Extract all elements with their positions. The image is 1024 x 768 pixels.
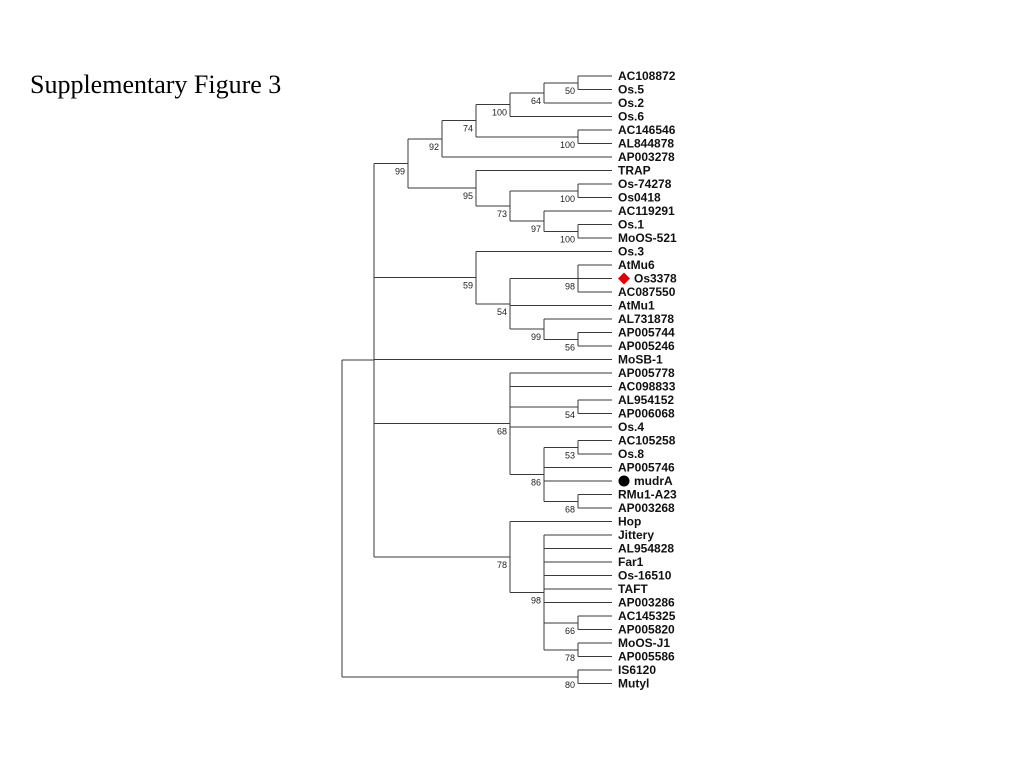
leaf-label: TRAP (618, 164, 651, 178)
leaf-label: AL844878 (618, 137, 674, 151)
leaf-label: Hop (618, 515, 641, 529)
bootstrap-value: 86 (531, 477, 541, 487)
leaf-label: AP005586 (618, 650, 675, 664)
leaf-label: AC146546 (618, 123, 676, 137)
leaf-label: AP005744 (618, 326, 675, 340)
leaf-label: TAFT (618, 582, 648, 596)
leaf-label: AC087550 (618, 285, 676, 299)
highlight-diamond-icon (618, 272, 630, 285)
leaf-label: AL731878 (618, 312, 674, 326)
bootstrap-value: 80 (565, 680, 575, 690)
leaf-label: Mutyl (618, 677, 649, 691)
leaf-label: AC119291 (618, 204, 675, 218)
slide-title: Supplementary Figure 3 (30, 70, 282, 99)
bootstrap-value: 53 (565, 450, 575, 460)
leaf-label: AP005246 (618, 339, 675, 353)
bootstrap-value: 99 (531, 332, 541, 342)
leaf-label: Os.3 (618, 245, 644, 259)
bootstrap-value: 98 (531, 595, 541, 605)
leaf-label: AP003286 (618, 596, 675, 610)
leaf-label: AtMu6 (618, 258, 655, 272)
bootstrap-value: 64 (531, 96, 541, 106)
leaf-label: AC108872 (618, 69, 676, 83)
bootstrap-value: 73 (497, 209, 507, 219)
highlight-circle-icon (618, 475, 630, 487)
bootstrap-value: 100 (560, 140, 575, 150)
bootstrap-value: 95 (463, 191, 473, 201)
leaf-label: mudrA (634, 474, 673, 488)
bootstrap-value: 68 (497, 427, 507, 437)
bootstrap-value: 78 (497, 560, 507, 570)
bootstrap-value: 50 (565, 86, 575, 96)
leaf-label: AP005820 (618, 623, 675, 637)
leaf-label: Jittery (618, 528, 654, 542)
leaf-label: RMu1-A23 (618, 488, 677, 502)
leaf-label: AtMu1 (618, 299, 655, 313)
leaf-label: Os.1 (618, 218, 644, 232)
bootstrap-value: 66 (565, 626, 575, 636)
leaf-label: Far1 (618, 555, 644, 569)
leaf-label: Os.6 (618, 110, 644, 124)
bootstrap-value: 100 (492, 108, 507, 118)
leaf-label: AC105258 (618, 434, 676, 448)
leaf-label: AP005746 (618, 461, 675, 475)
bootstrap-value: 59 (463, 281, 473, 291)
bootstrap-value: 100 (560, 194, 575, 204)
leaf-label: Os.4 (618, 420, 644, 434)
bootstrap-value: 78 (565, 653, 575, 663)
leaf-label: Os.8 (618, 447, 644, 461)
leaf-label: AC145325 (618, 609, 676, 623)
bootstrap-value: 92 (429, 142, 439, 152)
bootstrap-value: 100 (560, 234, 575, 244)
leaf-label: Os-16510 (618, 569, 672, 583)
leaf-label: Os.5 (618, 83, 644, 97)
leaf-label: AL954152 (618, 393, 674, 407)
leaf-label: Os3378 (634, 272, 677, 286)
bootstrap-value: 99 (395, 167, 405, 177)
bootstrap-value: 98 (565, 282, 575, 292)
bootstrap-value: 54 (497, 307, 507, 317)
leaf-label: Os-74278 (618, 177, 672, 191)
leaf-label: IS6120 (618, 663, 656, 677)
leaf-label: Os.2 (618, 96, 644, 110)
leaf-label: Os0418 (618, 191, 661, 205)
bootstrap-value: 54 (565, 410, 575, 420)
leaf-label: AC098833 (618, 380, 676, 394)
bootstrap-value: 97 (531, 224, 541, 234)
leaf-label: AP006068 (618, 407, 675, 421)
bootstrap-value: 56 (565, 342, 575, 352)
leaf-label: MoOS-521 (618, 231, 677, 245)
leaf-label: AP003268 (618, 501, 675, 515)
leaf-label: AP003278 (618, 150, 675, 164)
bootstrap-value: 74 (463, 124, 473, 134)
leaf-label: AL954828 (618, 542, 674, 556)
leaf-label: MoSB-1 (618, 353, 663, 367)
leaf-label: AP005778 (618, 366, 675, 380)
bootstrap-value: 68 (565, 504, 575, 514)
leaf-label: MoOS-J1 (618, 636, 670, 650)
